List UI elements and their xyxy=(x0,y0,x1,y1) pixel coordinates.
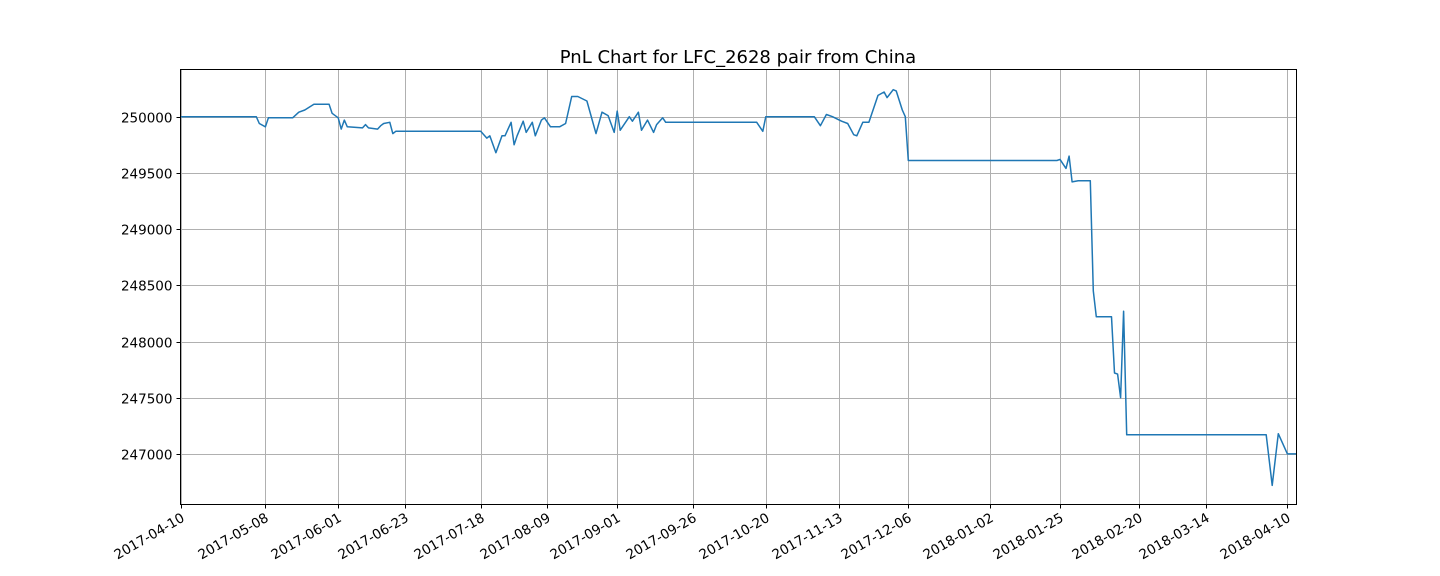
y-tick-label: 249000 xyxy=(121,223,173,239)
x-tick-label: 2017-05-08 xyxy=(196,510,272,563)
pnl-series-line xyxy=(180,88,1297,487)
x-tick-label: 2017-07-18 xyxy=(412,510,488,563)
x-tick-label: 2017-06-01 xyxy=(269,510,345,563)
x-tick-label: 2017-12-06 xyxy=(839,510,915,563)
y-tick-label: 247000 xyxy=(121,448,173,464)
x-tick-label: 2017-09-26 xyxy=(624,510,700,563)
x-tick-label: 2018-01-02 xyxy=(921,510,997,563)
axis-ticks: 247000 247500 248000 248500 249000 249500 2500… xyxy=(112,111,1294,564)
x-tick-label: 2018-03-14 xyxy=(1137,510,1213,563)
x-tick-label: 2017-04-10 xyxy=(112,510,188,563)
series-layer xyxy=(180,88,1297,487)
y-tick-label: 248000 xyxy=(121,336,173,352)
y-tick-label: 249500 xyxy=(121,167,173,183)
x-tick-label: 2017-08-09 xyxy=(478,510,554,563)
y-tick-label: 247500 xyxy=(121,392,173,408)
x-tick-label: 2018-04-10 xyxy=(1218,510,1294,563)
y-tick-label: 248500 xyxy=(121,279,173,295)
x-tick-label: 2017-09-01 xyxy=(548,510,624,563)
x-tick-label: 2017-06-23 xyxy=(336,510,412,563)
x-tick-label: 2018-02-20 xyxy=(1070,510,1146,563)
x-tick-label: 2017-11-13 xyxy=(770,510,846,563)
chart-title: PnL Chart for LFC_2628 pair from China xyxy=(560,47,916,68)
x-tick-label: 2018-01-25 xyxy=(991,510,1067,563)
grid-lines xyxy=(180,69,1297,505)
x-tick-label: 2017-10-20 xyxy=(697,510,773,563)
y-tick-label: 250000 xyxy=(121,111,173,127)
plot-frame xyxy=(180,69,1297,505)
